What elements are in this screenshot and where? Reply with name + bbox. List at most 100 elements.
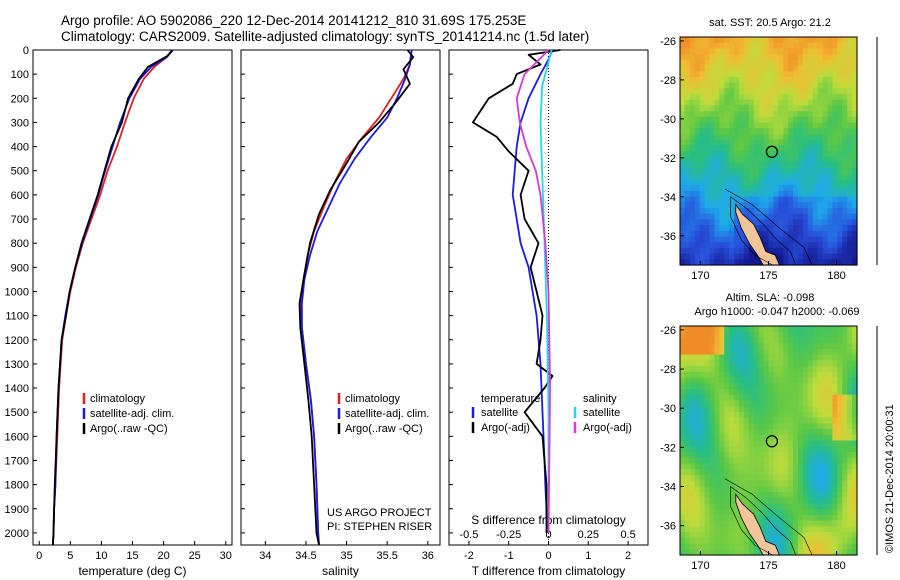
map-cell (709, 59, 716, 67)
map-cell (734, 156, 740, 163)
map-cell (680, 371, 686, 379)
map-cell (768, 469, 775, 476)
map-cell (847, 497, 853, 505)
map-cell (729, 486, 735, 493)
map-cell (684, 42, 691, 49)
map-cell (827, 208, 834, 215)
map-cell (783, 411, 789, 419)
map-cell (689, 185, 696, 192)
map-cell (729, 162, 735, 169)
map-cell (714, 99, 720, 106)
map-cell (802, 173, 809, 181)
map-cell (827, 474, 834, 482)
map-cell (763, 128, 770, 135)
map-cell (817, 406, 824, 413)
map-cell (778, 253, 784, 260)
map-cell (822, 190, 829, 198)
map-cell (739, 54, 745, 61)
map-cell (847, 366, 853, 373)
map-cell (724, 82, 730, 89)
map-cell (822, 377, 829, 384)
pi-label: PI: STEPHEN RISER (327, 521, 432, 533)
map-cell (709, 406, 716, 413)
map-cell (822, 162, 829, 169)
map-cell (753, 377, 760, 384)
map-cell (783, 88, 789, 95)
map-cell (694, 469, 701, 476)
map-cell (739, 451, 745, 459)
map-cell (837, 469, 843, 476)
map-cell (743, 383, 750, 390)
map-cell (680, 190, 686, 198)
map-cell (837, 99, 843, 106)
map-cell (768, 162, 775, 169)
map-cell (852, 537, 858, 545)
map-cell (832, 343, 838, 350)
map-cell (822, 173, 829, 181)
panel-2-xtick-label: -2 (464, 550, 474, 562)
map-cell (709, 463, 716, 470)
series-line (300, 49, 413, 546)
map-cell (729, 236, 735, 243)
map-cell (827, 509, 834, 516)
map-cell (798, 543, 804, 550)
map-cell (807, 492, 814, 499)
map-cell (753, 37, 760, 44)
map-cell (783, 343, 789, 350)
map-cell (778, 59, 784, 67)
map-cell (729, 242, 735, 249)
map-cell (788, 151, 794, 158)
map-cell (847, 469, 853, 476)
map-cell (704, 423, 711, 430)
map-cell (837, 116, 843, 124)
map-cell (699, 225, 706, 232)
map-cell (827, 457, 834, 464)
map-cell (807, 145, 814, 152)
map-cell (684, 469, 691, 476)
map-cell (822, 469, 829, 476)
map-cell (783, 337, 789, 344)
map-cell (680, 259, 686, 266)
map-cell (714, 457, 720, 464)
map-cell (842, 71, 848, 78)
map-cell (788, 179, 794, 186)
map-cell (734, 406, 740, 413)
map-cell (802, 429, 809, 436)
map-cell (817, 440, 824, 447)
map-cell (714, 219, 720, 226)
map-cell (842, 82, 848, 89)
map-cell (822, 253, 829, 260)
map-cell (743, 394, 750, 402)
map-cell (778, 82, 784, 89)
map-cell (689, 446, 696, 453)
map-cell (734, 463, 740, 470)
map-cell (802, 492, 809, 499)
map-cell (778, 156, 784, 163)
map-cell (812, 520, 819, 527)
map-cell (832, 196, 838, 203)
map-cell (704, 406, 711, 413)
map-cell (724, 497, 730, 505)
map-cell (729, 388, 735, 396)
map-cell (817, 42, 824, 49)
map-cell (719, 411, 725, 419)
map-cell (719, 128, 725, 135)
map-cell (763, 497, 770, 505)
map-cell (743, 105, 750, 112)
map-cell (748, 208, 755, 215)
map-cell (798, 54, 804, 61)
map-cell (793, 474, 799, 482)
map-cell (680, 509, 686, 516)
map-cell (802, 128, 809, 135)
map-cell (773, 208, 779, 215)
map-cell (852, 469, 858, 476)
map-cell (802, 111, 809, 118)
map-cell (748, 42, 755, 49)
map-cell (802, 337, 809, 344)
map-cell (684, 94, 691, 101)
map-cell (694, 326, 701, 333)
map-cell (694, 514, 701, 522)
map-cell (778, 111, 784, 118)
map-cell (748, 99, 755, 106)
map-cell (827, 213, 834, 220)
